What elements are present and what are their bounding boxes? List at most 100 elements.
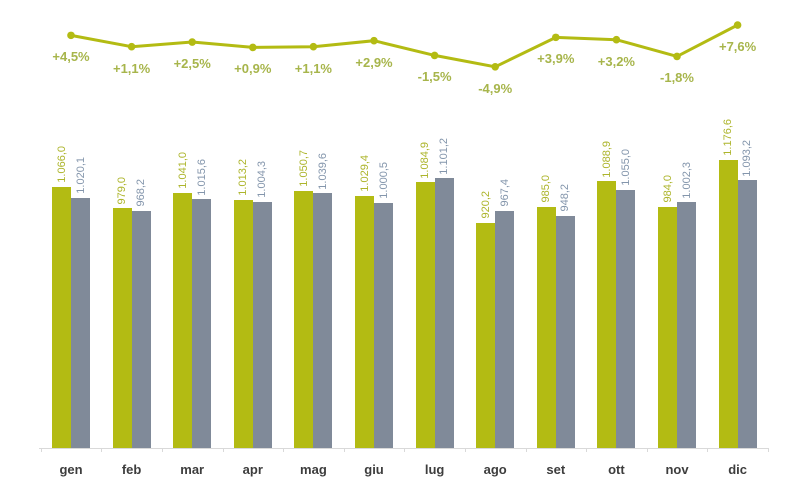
pct-line-point-apr — [249, 43, 257, 52]
pct-label-set: +3,9% — [537, 51, 575, 67]
pct-label-gen: +4,5% — [52, 49, 90, 65]
current-year-bars-bar-feb — [112, 208, 132, 448]
pct-line-point-mag — [309, 42, 318, 51]
x-axis-label-apr: apr — [242, 462, 263, 477]
current-year-bars-value-label-dic: 1.176,6 — [722, 119, 735, 156]
previous-year-bars-bar-dic — [737, 180, 757, 448]
previous-year-bars-bar-giu — [374, 202, 393, 448]
previous-year-bars-bar-mag — [313, 193, 333, 448]
x-axis-label-mag: mag — [300, 462, 327, 477]
current-year-bars-value-label-apr: 1.013,2 — [237, 159, 250, 196]
previous-year-bars-value-label-dic: 1.093,2 — [741, 139, 754, 177]
current-year-bars-bar-dic — [718, 159, 738, 448]
previous-year-bars-bar-ago — [495, 211, 515, 448]
pct-line-point-ott — [612, 35, 621, 44]
x-axis-label-mar: mar — [180, 462, 205, 477]
previous-year-bars-value-label-gen: 1.020,1 — [74, 157, 87, 195]
pct-label-mag: +1,1% — [294, 60, 333, 76]
pct-line-point-gen — [67, 31, 75, 40]
current-year-bars-bar-nov — [658, 206, 677, 448]
x-axis-tick-1 — [101, 448, 103, 452]
x-axis-label-ott: ott — [608, 462, 625, 477]
x-axis-label-giu: giu — [364, 462, 384, 477]
pct-label-ott: +3,2% — [597, 53, 636, 69]
x-axis-tick-9 — [586, 448, 588, 452]
current-year-bars-bar-gen — [52, 186, 71, 448]
pct-label-feb: +1,1% — [112, 60, 151, 76]
current-year-bars-value-label-giu: 1.029,4 — [358, 155, 371, 192]
current-year-bars-bar-ott — [597, 181, 617, 448]
previous-year-bars-value-label-mag: 1.039,6 — [316, 152, 329, 190]
pct-line-point-set — [552, 33, 560, 42]
previous-year-bars-value-label-lug: 1.101,2 — [438, 137, 451, 175]
previous-year-bars-bar-nov — [677, 202, 696, 448]
pct-line-point-dic — [733, 21, 742, 29]
current-year-bars-bar-giu — [355, 195, 374, 448]
current-year-bars-value-label-ott: 1.088,9 — [600, 140, 613, 178]
previous-year-bars-value-label-ott: 1.055,0 — [619, 148, 632, 186]
x-axis-tick-5 — [343, 448, 345, 452]
x-axis-tick-6 — [404, 448, 406, 452]
pct-label-mar: +2,5% — [173, 56, 211, 72]
current-year-bars-bar-set — [536, 206, 556, 448]
x-axis-label-ago: ago — [483, 462, 507, 477]
current-year-bars-value-label-lug: 1.084,9 — [419, 141, 432, 179]
previous-year-bars-value-label-mar: 1.015,6 — [195, 158, 208, 196]
x-axis-tick-3 — [222, 448, 224, 452]
previous-year-bars-value-label-giu: 1.000,5 — [377, 162, 390, 199]
pct-line-point-lug — [430, 51, 439, 60]
pct-label-dic: +7,6% — [718, 39, 757, 55]
current-year-bars-value-label-gen: 1.066,0 — [55, 146, 68, 183]
previous-year-bars-value-label-nov: 1.002,3 — [680, 161, 693, 199]
current-year-bars-bar-apr — [233, 199, 253, 448]
x-axis-label-nov: nov — [665, 462, 689, 477]
pct-line — [70, 23, 739, 69]
pct-label-ago: -4,9% — [478, 80, 513, 96]
current-year-bars-value-label-nov: 984,0 — [661, 175, 674, 203]
x-axis-tick-2 — [161, 448, 163, 452]
x-axis-tick-7 — [464, 448, 466, 452]
x-axis-tick-10 — [646, 448, 648, 452]
x-axis-label-lug: lug — [424, 462, 445, 477]
pct-line-point-feb — [127, 42, 136, 51]
pct-label-apr: +0,9% — [234, 61, 272, 77]
x-axis-tick-11 — [707, 448, 709, 452]
previous-year-bars-bar-ott — [616, 189, 636, 448]
x-axis-tick-8 — [525, 448, 527, 452]
x-axis-label-gen: gen — [59, 462, 83, 477]
x-axis-label-dic: dic — [728, 462, 747, 477]
previous-year-bars-value-label-set: 948,2 — [559, 184, 572, 212]
current-year-bars-value-label-mar: 1.041,0 — [176, 152, 189, 189]
pct-label-nov: -1,8% — [660, 70, 694, 86]
previous-year-bars-value-label-feb: 968,2 — [135, 179, 148, 207]
pct-line-point-mar — [188, 38, 196, 46]
previous-year-bars-bar-feb — [131, 210, 151, 448]
previous-year-bars-bar-set — [555, 215, 575, 448]
pct-label-lug: -1,5% — [417, 69, 452, 85]
previous-year-bars-bar-mar — [192, 199, 212, 448]
previous-year-bars-bar-gen — [71, 198, 90, 448]
pct-label-giu: +2,9% — [355, 54, 393, 70]
current-year-bars-value-label-set: 985,0 — [540, 175, 553, 203]
x-axis-tick-4 — [283, 448, 285, 452]
previous-year-bars-bar-lug — [434, 178, 454, 448]
previous-year-bars-value-label-apr: 1.004,3 — [256, 161, 269, 198]
current-year-bars-value-label-feb: 979,0 — [116, 176, 129, 205]
current-year-bars-bar-ago — [476, 222, 496, 448]
current-year-bars-value-label-ago: 920,2 — [479, 191, 492, 219]
previous-year-bars-bar-apr — [252, 201, 272, 448]
x-axis-label-feb: feb — [121, 462, 142, 477]
x-axis-tick-0 — [40, 448, 42, 452]
current-year-bars-value-label-mag: 1.050,7 — [297, 149, 310, 187]
x-axis-label-set: set — [546, 462, 566, 477]
pct-line-series — [67, 21, 742, 71]
x-axis-line — [39, 448, 769, 449]
current-year-bars-bar-mar — [173, 193, 193, 448]
x-axis-tick-12 — [767, 448, 769, 452]
current-year-bars-bar-mag — [294, 190, 314, 448]
current-year-bars-bar-lug — [415, 182, 435, 448]
pct-line-point-ago — [491, 62, 500, 71]
pct-line-point-nov — [673, 52, 681, 61]
pct-line-point-giu — [370, 36, 378, 45]
